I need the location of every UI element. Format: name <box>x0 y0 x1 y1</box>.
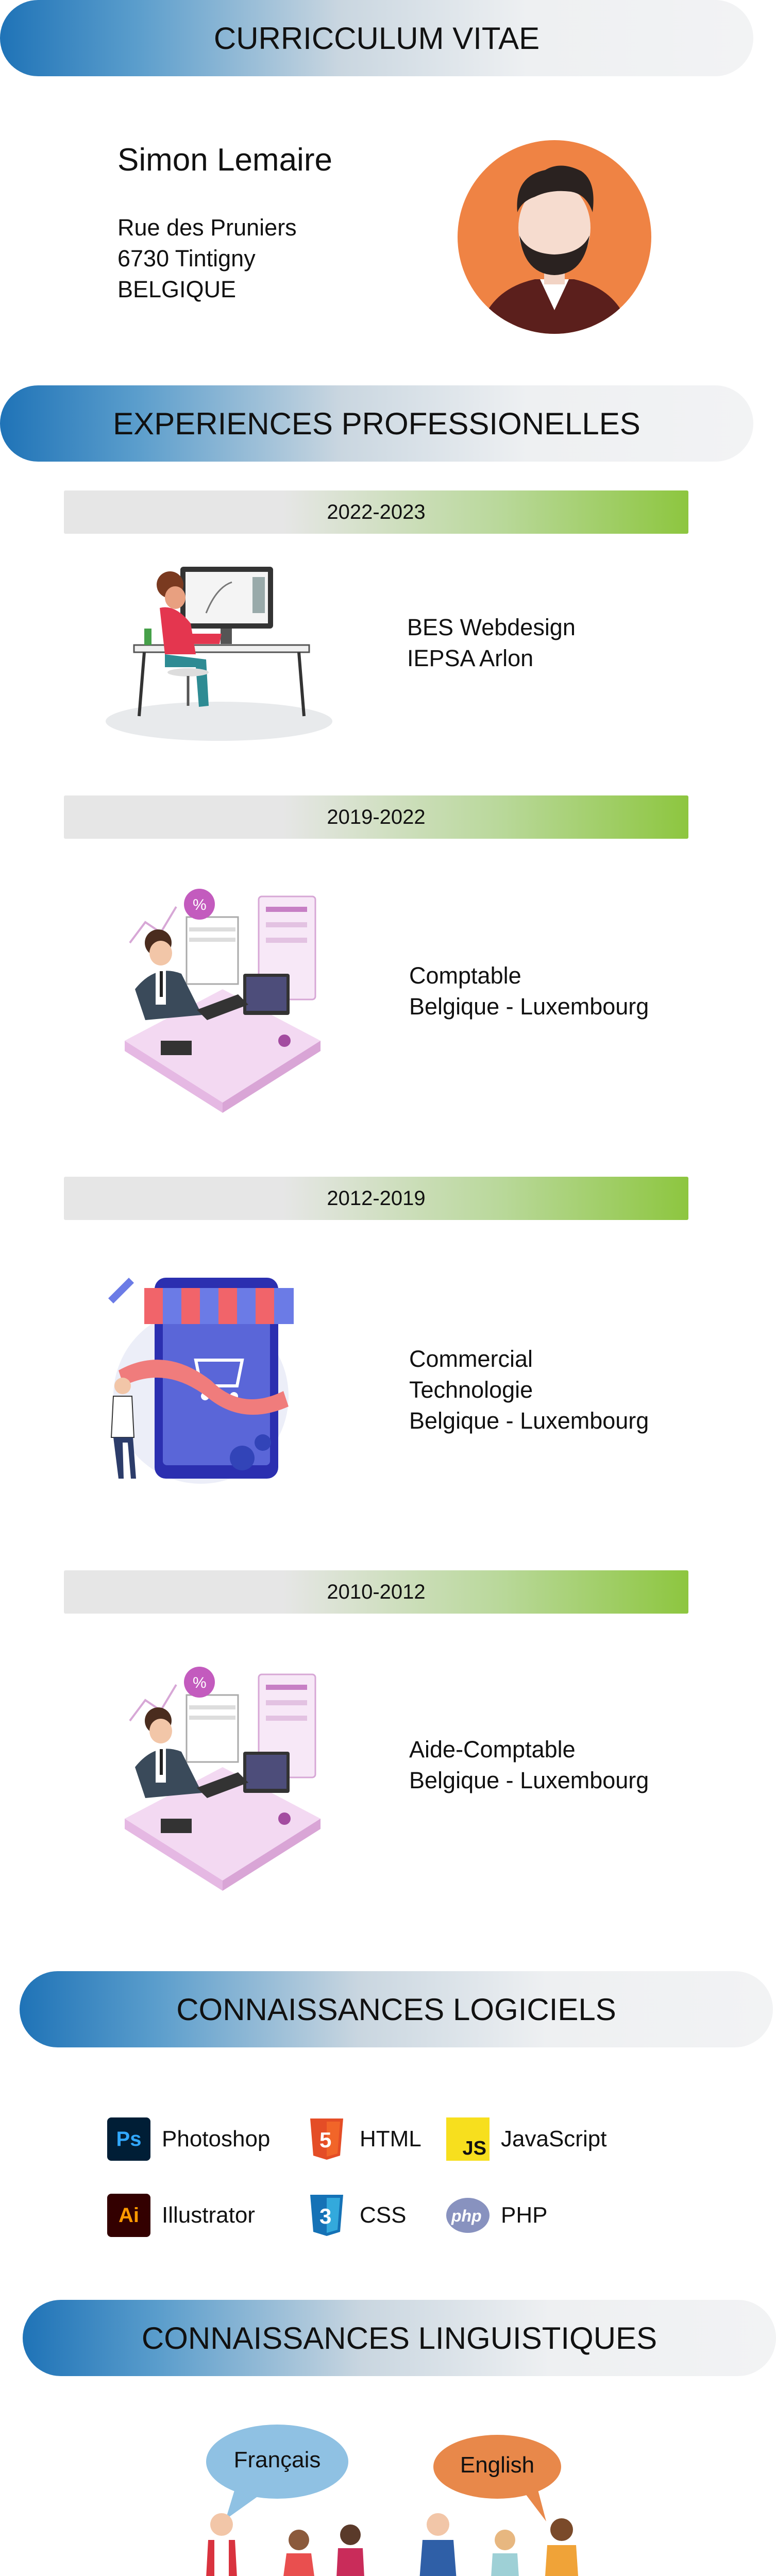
svg-text:%: % <box>193 896 207 913</box>
experience-line: Commercial <box>409 1346 533 1372</box>
languages-title: CONNAISSANCES LINGUISTIQUES <box>141 2320 657 2355</box>
php-glyph: php <box>451 2207 482 2225</box>
language-english: English <box>460 2452 535 2478</box>
experience-line: Aide-Comptable <box>409 1736 576 1762</box>
skill-label: CSS <box>360 2202 407 2228</box>
skill-label: Photoshop <box>162 2126 271 2151</box>
skill-label: HTML <box>360 2126 421 2151</box>
year-label: 2019-2022 <box>327 805 426 828</box>
cv-title: CURRICCULUM VITAE <box>213 21 540 56</box>
address-line: BELGIQUE <box>117 276 237 302</box>
php-icon: php <box>446 2194 490 2237</box>
cv-title-banner: CURRICCULUM VITAE <box>0 0 753 76</box>
skill-label: JavaScript <box>501 2126 607 2151</box>
javascript-icon: JS <box>446 2117 490 2161</box>
javascript-glyph: JS <box>462 2138 486 2159</box>
ecommerce-illustration <box>88 1267 304 1489</box>
skill-javascript: JS JavaScript <box>446 2117 606 2161</box>
year-bar: 2019-2022 <box>64 795 688 839</box>
people-conversation-illustration <box>180 2504 603 2576</box>
skill-html: 5 HTML <box>305 2117 421 2161</box>
speech-bubble-francais: Français <box>205 2424 349 2521</box>
software-title: CONNAISSANCES LOGICIELS <box>176 1992 616 2027</box>
css3-glyph: 3 <box>319 2204 331 2228</box>
year-bar: 2010-2012 <box>64 1570 688 1614</box>
year-bar: 2012-2019 <box>64 1177 688 1220</box>
experience-description: Comptable Belgique - Luxembourg <box>409 960 649 1022</box>
languages-banner: CONNAISSANCES LINGUISTIQUES <box>23 2300 776 2376</box>
html5-glyph: 5 <box>319 2128 331 2152</box>
html5-icon: 5 <box>305 2117 348 2161</box>
experience-line: Belgique - Luxembourg <box>409 1408 649 1434</box>
experience-description: Commercial Technologie Belgique - Luxemb… <box>409 1344 649 1436</box>
year-label: 2012-2019 <box>327 1187 426 1210</box>
address-line: Rue des Pruniers <box>117 214 297 241</box>
skill-illustrator: Ai Illustrator <box>107 2194 255 2237</box>
experience-description: BES Webdesign IEPSA Arlon <box>407 612 576 674</box>
experience-line: Belgique - Luxembourg <box>409 1767 649 1793</box>
photoshop-icon: Ps <box>107 2117 150 2161</box>
skill-label: PHP <box>501 2202 548 2228</box>
year-label: 2010-2012 <box>327 1580 426 1603</box>
experience-line: Belgique - Luxembourg <box>409 993 649 1020</box>
skill-label: Illustrator <box>162 2202 255 2228</box>
experience-line: BES Webdesign <box>407 614 576 640</box>
css3-icon: 3 <box>305 2194 348 2237</box>
profile-name: Simon Lemaire <box>117 142 332 178</box>
profile-address: Rue des Pruniers 6730 Tintigny BELGIQUE <box>117 212 297 305</box>
webdesigner-illustration <box>103 556 335 742</box>
language-francais: Français <box>233 2447 321 2472</box>
experiences-title: EXPERIENCES PROFESSIONELLES <box>113 406 640 441</box>
address-line: 6730 Tintigny <box>117 245 256 272</box>
experience-line: IEPSA Arlon <box>407 645 534 671</box>
software-banner: CONNAISSANCES LOGICIELS <box>20 1971 773 2047</box>
year-label: 2022-2023 <box>327 500 426 523</box>
skill-php: php PHP <box>446 2194 547 2237</box>
assistant-accountant-illustration: % <box>114 1664 331 1896</box>
accountant-illustration: % <box>114 886 331 1118</box>
speech-bubble-english: English <box>433 2431 562 2523</box>
skill-photoshop: Ps Photoshop <box>107 2117 270 2161</box>
experiences-banner: EXPERIENCES PROFESSIONELLES <box>0 385 753 462</box>
illustrator-icon: Ai <box>107 2194 150 2237</box>
experience-description: Aide-Comptable Belgique - Luxembourg <box>409 1734 649 1796</box>
svg-text:%: % <box>193 1674 207 1691</box>
year-bar: 2022-2023 <box>64 490 688 534</box>
skill-css: 3 CSS <box>305 2194 406 2237</box>
experience-line: Technologie <box>409 1377 533 1403</box>
experience-line: Comptable <box>409 962 521 989</box>
avatar <box>458 140 651 334</box>
